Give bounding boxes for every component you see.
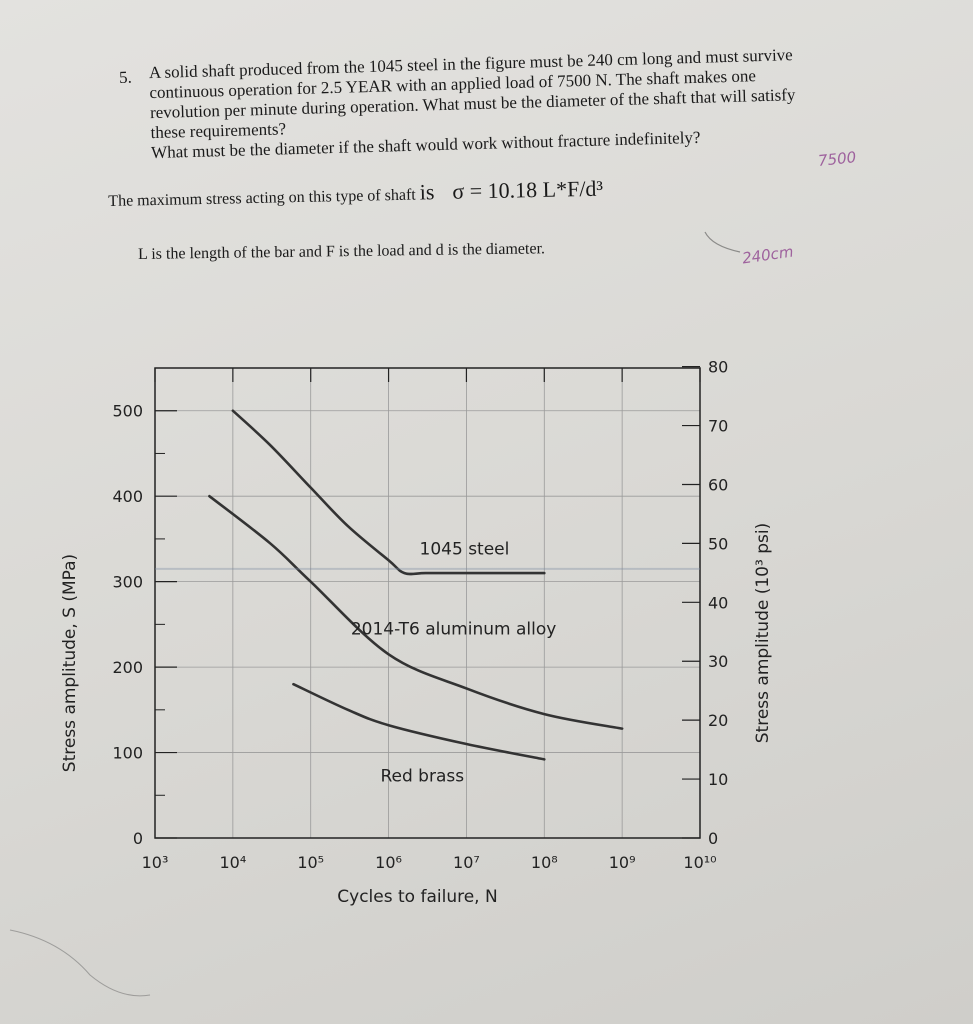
series-line-1 bbox=[208, 494, 624, 730]
y2-tick-label: 70 bbox=[708, 417, 728, 436]
y2-tick-label: 80 bbox=[708, 358, 728, 377]
series-label-2: Red brass bbox=[380, 767, 464, 787]
x-tick-label: 10⁷ bbox=[453, 853, 480, 872]
y2-axis-title: Stress amplitude (10³ psi) bbox=[753, 523, 773, 743]
y2-tick-label: 20 bbox=[708, 711, 728, 730]
y2-tick-label: 30 bbox=[708, 652, 728, 671]
y-tick-label: 400 bbox=[112, 487, 143, 506]
plot-frame bbox=[154, 367, 701, 839]
y-tick-label: 100 bbox=[112, 744, 143, 763]
x-axis-title: Cycles to failure, N bbox=[337, 887, 497, 907]
y2-tick-label: 0 bbox=[708, 829, 718, 848]
x-tick-label: 10⁴ bbox=[219, 853, 246, 872]
series-layer bbox=[155, 409, 700, 761]
handwritten-marks bbox=[9, 231, 741, 997]
x-tick-label: 10⁸ bbox=[531, 853, 558, 872]
x-tick-label: 10³ bbox=[142, 853, 169, 872]
y-axis-title: Stress amplitude, S (MPa) bbox=[60, 554, 80, 772]
x-tick-label: 10⁹ bbox=[609, 853, 636, 872]
y-tick-label: 300 bbox=[112, 573, 143, 592]
chart-grid bbox=[154, 366, 701, 839]
y2-tick-label: 10 bbox=[708, 770, 728, 789]
x-tick-label: 10¹⁰ bbox=[683, 853, 716, 872]
series-label-0: 1045 steel bbox=[420, 539, 510, 559]
y-tick-label: 0 bbox=[133, 829, 143, 848]
series-label-1: 2014-T6 aluminum alloy bbox=[351, 620, 556, 640]
labels-layer: 0 100 200 300 400 500 0 10 20 30 40 50 60 70 80 10³ 10⁴ 1… bbox=[60, 358, 773, 907]
series-line-0 bbox=[231, 409, 546, 576]
x-tick-label: 10⁶ bbox=[375, 853, 402, 872]
y-tick-label: 500 bbox=[112, 402, 143, 421]
series-line-2 bbox=[292, 682, 546, 761]
x-tick-label: 10⁵ bbox=[297, 853, 324, 872]
pen-mark-arrow bbox=[704, 231, 741, 253]
y2-tick-label: 40 bbox=[708, 593, 728, 612]
y-tick-label: 200 bbox=[112, 658, 143, 677]
y2-tick-label: 60 bbox=[708, 475, 728, 494]
y2-tick-label: 50 bbox=[708, 534, 728, 553]
pen-mark-corner bbox=[9, 929, 151, 997]
